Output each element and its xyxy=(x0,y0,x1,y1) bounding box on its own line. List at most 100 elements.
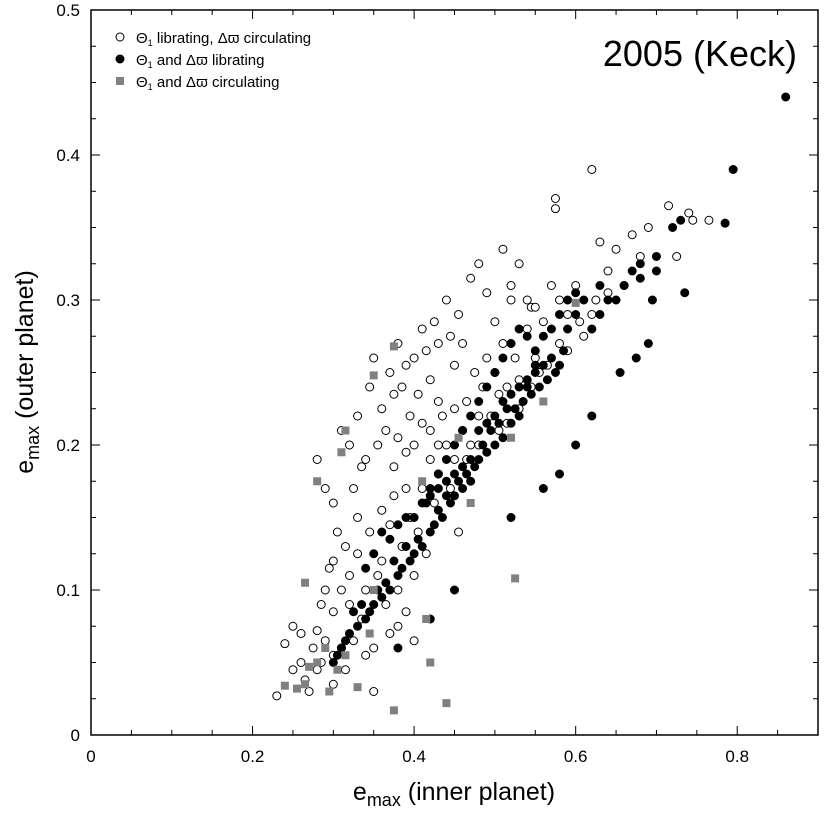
data-point-filled-circle xyxy=(546,353,556,363)
data-point-open-circle xyxy=(272,691,282,701)
data-point-open-circle xyxy=(587,310,597,319)
data-point-open-circle xyxy=(393,433,403,443)
data-point-filled-circle xyxy=(365,607,375,617)
data-point-filled-circle xyxy=(486,426,496,435)
data-point-open-circle xyxy=(381,426,391,435)
data-point-filled-circle xyxy=(587,411,597,421)
data-point-open-circle xyxy=(575,317,585,327)
data-point-filled-circle xyxy=(603,295,613,305)
data-point-open-circle xyxy=(510,353,520,363)
data-point-filled-circle xyxy=(506,418,516,428)
data-point-filled-circle xyxy=(490,411,500,421)
data-point-filled-circle xyxy=(454,476,464,486)
data-point-open-circle xyxy=(340,665,350,675)
data-point-open-circle xyxy=(280,639,290,649)
data-point-open-circle xyxy=(373,440,383,450)
data-point-filled-circle xyxy=(563,324,573,334)
data-point-open-circle xyxy=(441,440,451,450)
data-point-filled-circle xyxy=(389,556,399,566)
data-point-filled-circle xyxy=(490,368,500,377)
data-point-filled-circle xyxy=(498,397,508,406)
data-point-filled-circle xyxy=(393,520,403,530)
data-point-open-circle xyxy=(349,636,359,646)
data-point-filled-circle xyxy=(587,324,597,334)
data-point-filled-circle xyxy=(458,462,468,472)
data-point-open-circle xyxy=(591,295,601,305)
data-point-open-circle xyxy=(555,295,565,305)
data-point-filled-circle xyxy=(482,382,492,392)
data-point-open-circle xyxy=(454,527,464,537)
data-point-open-circle xyxy=(365,382,375,392)
data-point-filled-circle xyxy=(510,404,520,414)
data-point-filled-circle xyxy=(506,513,516,522)
data-point-filled-circle xyxy=(357,600,367,609)
data-point-filled-circle xyxy=(437,513,447,522)
data-point-filled-circle xyxy=(538,360,548,370)
data-point-open-circle xyxy=(643,223,653,232)
data-point-square xyxy=(333,665,342,674)
data-point-filled-circle xyxy=(482,447,492,457)
data-point-open-circle xyxy=(429,317,439,327)
legend-item-1-theta: Θ xyxy=(136,30,148,47)
data-point-open-circle xyxy=(401,447,411,457)
data-point-filled-circle xyxy=(668,223,678,232)
data-point-filled-circle xyxy=(502,404,512,414)
data-point-square xyxy=(418,477,427,486)
y-tick-label: 0.4 xyxy=(56,146,80,165)
data-point-filled-circle xyxy=(530,346,540,356)
data-point-open-circle xyxy=(409,571,419,580)
data-point-open-circle xyxy=(611,244,621,254)
data-point-filled-circle xyxy=(611,295,621,305)
data-point-filled-circle xyxy=(458,426,468,435)
data-point-square xyxy=(301,578,310,587)
data-point-square xyxy=(341,651,350,660)
data-point-filled-circle xyxy=(631,353,641,363)
data-point-open-circle xyxy=(494,389,504,399)
data-point-open-circle xyxy=(417,324,427,334)
data-point-filled-circle xyxy=(651,266,661,276)
data-point-open-circle xyxy=(353,549,363,559)
data-point-filled-circle xyxy=(676,215,686,225)
data-point-square xyxy=(539,397,548,406)
data-point-filled-circle xyxy=(361,614,371,624)
data-point-open-circle xyxy=(328,679,338,689)
data-point-open-circle xyxy=(393,585,403,595)
data-point-open-circle xyxy=(369,643,379,653)
data-point-open-circle xyxy=(328,607,338,617)
data-point-open-circle xyxy=(450,455,459,464)
data-point-filled-circle xyxy=(635,273,645,283)
data-point-square xyxy=(321,644,330,652)
data-point-open-circle xyxy=(445,484,455,493)
data-point-open-circle xyxy=(470,368,480,377)
legend-item-1-sub: 1 xyxy=(148,38,153,48)
data-point-open-circle xyxy=(466,273,476,283)
data-point-filled-circle xyxy=(462,469,472,479)
data-point-open-circle xyxy=(579,331,589,341)
data-point-open-circle xyxy=(421,346,431,356)
data-point-filled-circle xyxy=(450,491,459,501)
data-point-open-circle xyxy=(296,658,306,667)
data-point-open-circle xyxy=(603,266,613,276)
data-point-filled-circle xyxy=(397,563,407,573)
legend-item-2-sub: 1 xyxy=(148,60,153,70)
axis-ticks xyxy=(90,9,819,736)
data-point-square xyxy=(507,433,516,442)
data-point-filled-circle xyxy=(385,585,395,595)
data-point-open-circle xyxy=(344,440,354,450)
data-point-open-circle xyxy=(627,230,637,240)
legend-item-1: Θ1 librating, Δϖ circulating xyxy=(136,30,311,48)
data-point-filled-circle xyxy=(474,397,484,406)
data-point-filled-circle xyxy=(401,513,411,522)
data-point-open-circle xyxy=(502,382,512,392)
data-point-filled-circle xyxy=(498,433,508,443)
data-point-square xyxy=(337,448,346,457)
data-point-square xyxy=(466,499,475,507)
data-point-open-circle xyxy=(425,455,435,464)
data-point-open-circle xyxy=(389,462,399,472)
data-point-open-circle xyxy=(369,687,379,696)
data-point-open-circle xyxy=(312,455,322,464)
data-point-square xyxy=(389,342,398,351)
data-point-open-circle xyxy=(401,360,411,370)
data-point-filled-circle xyxy=(478,440,488,450)
data-point-open-circle xyxy=(433,397,443,406)
